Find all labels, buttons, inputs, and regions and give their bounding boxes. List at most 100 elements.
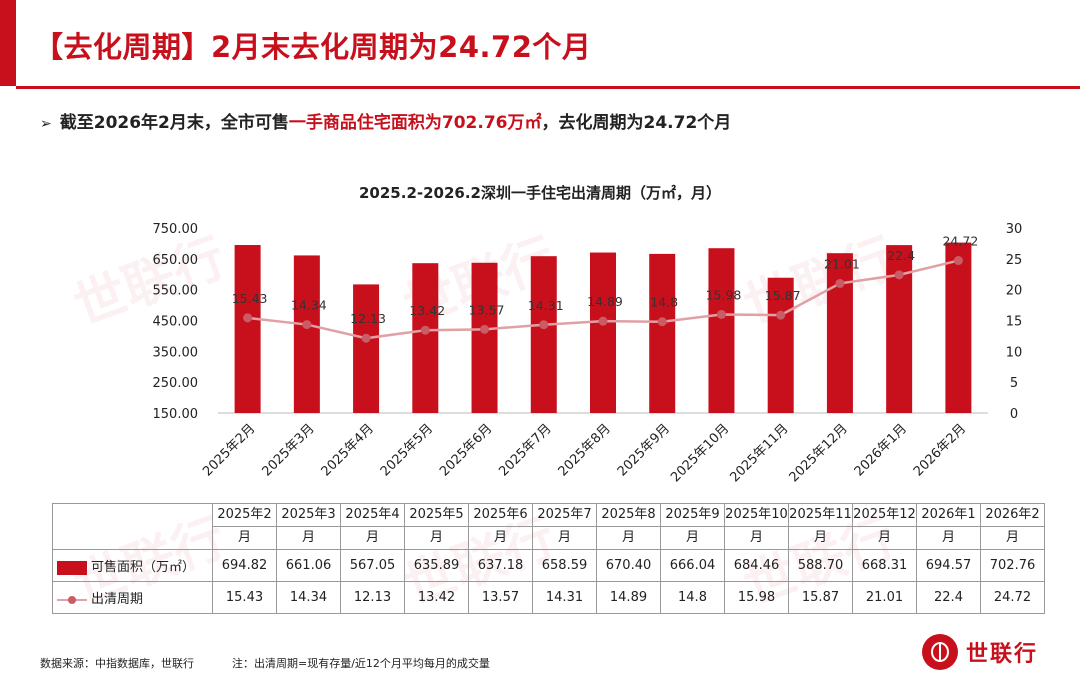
table-cell-area: 661.06 [276, 549, 341, 582]
x-axis-tick-label: 2025年6月 [437, 421, 495, 479]
table-cell-cycle: 14.89 [596, 581, 661, 614]
table-cell-cycle: 13.42 [404, 581, 469, 614]
left-axis-tick-label: 550.00 [153, 284, 199, 299]
table-cell-area: 637.18 [468, 549, 533, 582]
line-point [716, 309, 726, 319]
line-point [361, 333, 371, 343]
column-header-bottom: 月 [404, 526, 469, 550]
column-header-top: 2026年2 [980, 503, 1045, 527]
brand-mark-icon [922, 634, 958, 670]
data-label: 12.13 [350, 311, 386, 326]
table-cell-area: 702.76 [980, 549, 1045, 582]
combo-chart: 150.00 250.00 350.00 450.00 550.00 650.00 750.… [153, 222, 1023, 485]
column-header-top: 2025年6 [468, 503, 533, 527]
bullet-highlight: 一手商品住宅面积为702.76万㎡ [288, 113, 542, 133]
line-point [420, 325, 430, 335]
table-cell-area: 694.82 [212, 549, 277, 582]
table-cell-cycle: 15.43 [212, 581, 277, 614]
table-cell-area: 666.04 [660, 549, 725, 582]
line-point [243, 313, 253, 323]
data-label: 22.4 [887, 248, 915, 263]
data-source: 数据来源：中指数据库，世联行 [40, 657, 194, 670]
right-axis-tick-label: 15 [1006, 315, 1023, 330]
table-cell-area: 588.70 [788, 549, 853, 582]
line-point [835, 278, 845, 288]
data-table: 2025年2 2025年3 2025年4 2025年5 2025年6 2025年7 2025… [52, 503, 1045, 614]
column-header-top: 2025年7 [532, 503, 597, 527]
legend-key-area: 可售面积（万㎡） [52, 549, 213, 582]
table-cell-cycle: 12.13 [340, 581, 405, 614]
table-cell-area: 567.05 [340, 549, 405, 582]
footnote: 注：出清周期=现有存量/近12个月平均每月的成交量 [232, 657, 490, 670]
data-label: 15.87 [765, 288, 801, 303]
left-axis-tick-label: 750.00 [153, 222, 199, 237]
data-label: 14.89 [587, 294, 623, 309]
line-point [776, 310, 786, 320]
bar [471, 262, 498, 413]
bar [708, 248, 735, 413]
title-accent-bar [0, 0, 16, 86]
left-axis-tick-label: 250.00 [153, 376, 199, 391]
column-header-bottom: 月 [596, 526, 661, 550]
line-point [480, 324, 490, 334]
column-header-bottom: 月 [788, 526, 853, 550]
bullet-arrow-icon: ➢ [40, 116, 52, 132]
table-cell-area: 694.57 [916, 549, 981, 582]
legend-key-cycle: 出清周期 [52, 581, 213, 614]
x-axis-tick-label: 2025年3月 [259, 421, 317, 479]
column-header-top: 2025年5 [404, 503, 469, 527]
column-header-top: 2025年10 [724, 503, 789, 527]
bar [649, 253, 676, 413]
right-axis-tick-label: 5 [1010, 376, 1018, 391]
line-swatch-icon [57, 594, 87, 606]
bar [945, 242, 972, 413]
table-corner [52, 503, 213, 550]
x-axis-tick-label: 2025年8月 [556, 421, 614, 479]
table-cell-area: 684.46 [724, 549, 789, 582]
data-label: 15.98 [706, 287, 742, 302]
line-point [953, 256, 963, 266]
column-header-top: 2025年2 [212, 503, 277, 527]
right-axis-tick-label: 0 [1010, 407, 1018, 422]
bar [530, 256, 557, 413]
column-header-bottom: 月 [340, 526, 405, 550]
table-cell-cycle: 14.8 [660, 581, 725, 614]
column-header-bottom: 月 [212, 526, 277, 550]
right-axis-tick-label: 30 [1006, 222, 1023, 237]
table-cell-area: 635.89 [404, 549, 469, 582]
data-label: 14.8 [650, 295, 678, 310]
table-cell-cycle: 15.87 [788, 581, 853, 614]
x-axis-tick-label: 2025年12月 [787, 421, 851, 485]
bullet-suffix: ，去化周期为24.72个月 [541, 113, 732, 133]
bar [886, 245, 913, 413]
data-label: 14.34 [291, 298, 327, 313]
x-axis-tick-label: 2025年11月 [727, 421, 791, 485]
row-label-cycle: 出清周期 [91, 592, 144, 607]
title-divider [16, 86, 1080, 89]
column-header-top: 2025年12 [852, 503, 917, 527]
x-axis-tick-label: 2026年2月 [911, 421, 969, 479]
x-axis-tick-label: 2025年4月 [319, 421, 377, 479]
column-header-bottom: 月 [468, 526, 533, 550]
table-cell-cycle: 15.98 [724, 581, 789, 614]
x-axis-tick-label: 2026年1月 [852, 421, 910, 479]
table-cell-area: 658.59 [532, 549, 597, 582]
table-cell-cycle: 24.72 [980, 581, 1045, 614]
table-cell-area: 668.31 [852, 549, 917, 582]
column-header-bottom: 月 [916, 526, 981, 550]
x-axis-tick-label: 2025年9月 [615, 421, 673, 479]
x-axis-tick-label: 2025年5月 [378, 421, 436, 479]
bar [234, 245, 261, 413]
table-cell-cycle: 14.31 [532, 581, 597, 614]
left-axis-tick-label: 650.00 [153, 253, 199, 268]
x-axis-tick-label: 2025年10月 [668, 421, 732, 485]
column-header-top: 2025年9 [660, 503, 725, 527]
table-cell-area: 670.40 [596, 549, 661, 582]
column-header-top: 2025年8 [596, 503, 661, 527]
bar [293, 255, 320, 413]
left-axis-tick-label: 450.00 [153, 315, 199, 330]
bar [590, 252, 616, 413]
column-header-bottom: 月 [980, 526, 1045, 550]
left-axis-tick-label: 350.00 [153, 345, 199, 360]
bar [767, 277, 794, 413]
